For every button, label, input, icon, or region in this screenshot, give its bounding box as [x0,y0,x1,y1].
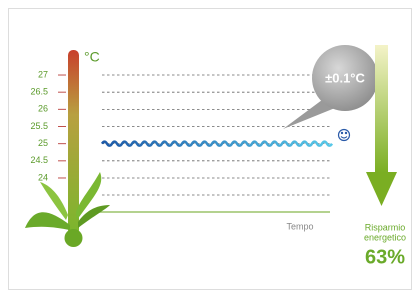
temperature-wave [102,142,332,146]
y-tick-label: 24.5 [30,155,48,165]
smiley [339,130,350,141]
unit-label: °C [84,49,100,65]
savings-value: 63% [365,246,405,268]
savings-label: energetico [364,232,406,242]
y-tick-label: 27 [38,69,48,79]
y-tick-label: 25.5 [30,121,48,131]
thermometer [68,50,79,235]
thermometer-bulb [65,229,83,247]
y-tick-label: 26 [38,104,48,114]
y-tick-label: 25 [38,138,48,148]
annotation: ±0.1°C [325,70,365,85]
page: {"chart_data": {"type": "line", "unit": … [0,0,420,298]
savings-label: Risparmio [365,222,406,232]
savings-arrow [375,45,388,173]
chart: 27 26.5 26 25.5 25 24.5 24 °C Tempo ±0.1°C Ris… [0,0,420,298]
y-tick-label: 24 [38,172,48,182]
x-axis-label: Tempo [286,221,313,231]
savings-arrowhead [366,172,397,206]
y-tick-label: 26.5 [30,87,48,97]
